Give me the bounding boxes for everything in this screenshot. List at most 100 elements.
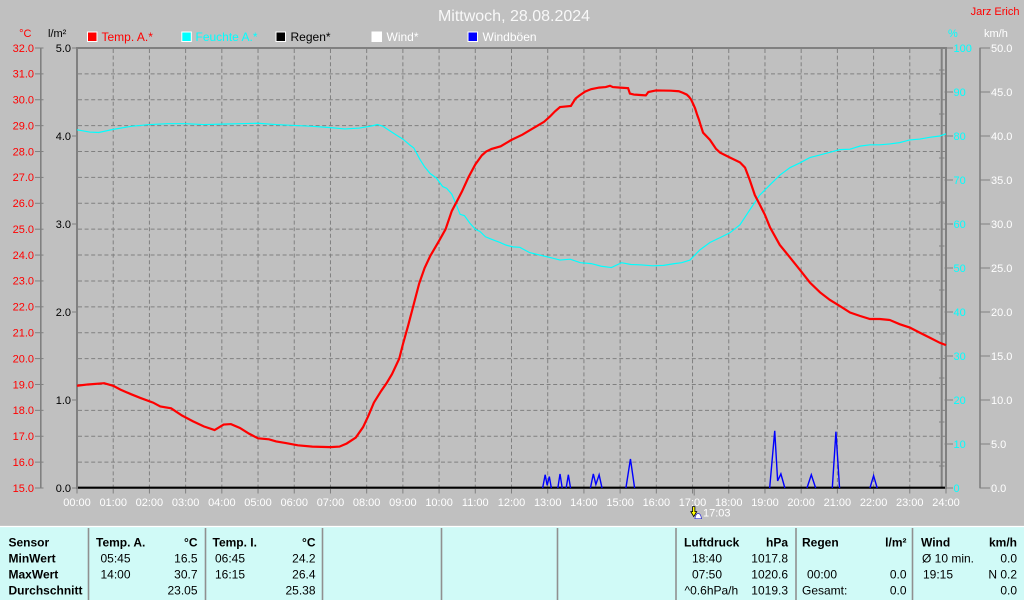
- svg-text:5.0: 5.0: [56, 43, 71, 55]
- svg-text:1019.3: 1019.3: [751, 583, 788, 597]
- svg-text:50: 50: [954, 263, 966, 275]
- svg-text:02:00: 02:00: [136, 497, 164, 509]
- svg-text:20.0: 20.0: [991, 307, 1012, 319]
- svg-text:23:00: 23:00: [896, 497, 924, 509]
- svg-text:17:00: 17:00: [679, 497, 707, 509]
- svg-text:0.0: 0.0: [56, 483, 71, 495]
- svg-text:90: 90: [954, 87, 966, 99]
- svg-text:Regen*: Regen*: [291, 30, 331, 44]
- svg-text:24:00: 24:00: [932, 497, 960, 509]
- svg-text:1020.6: 1020.6: [751, 567, 788, 581]
- svg-text:Temp. A.*: Temp. A.*: [102, 30, 154, 44]
- svg-text:40: 40: [954, 307, 966, 319]
- svg-text:28.0: 28.0: [13, 146, 34, 158]
- svg-text:26.4: 26.4: [292, 567, 316, 581]
- svg-text:23.05: 23.05: [167, 583, 197, 597]
- svg-text:km/h: km/h: [984, 28, 1008, 40]
- svg-text:N 0.2: N 0.2: [988, 567, 1017, 581]
- svg-text:km/h: km/h: [989, 535, 1017, 549]
- svg-text:0.0: 0.0: [890, 583, 907, 597]
- svg-text:5.0: 5.0: [991, 439, 1006, 451]
- svg-text:Jarz Erich: Jarz Erich: [971, 6, 1020, 18]
- svg-text:18:00: 18:00: [715, 497, 743, 509]
- svg-text:19:15: 19:15: [923, 567, 953, 581]
- svg-text:07:50: 07:50: [692, 567, 722, 581]
- svg-text:22:00: 22:00: [860, 497, 888, 509]
- svg-text:20.0: 20.0: [13, 353, 34, 365]
- svg-text:50.0: 50.0: [991, 43, 1012, 55]
- svg-text:21:00: 21:00: [824, 497, 852, 509]
- svg-text:^0.6hPa/h: ^0.6hPa/h: [685, 583, 739, 597]
- svg-text:00:00: 00:00: [807, 567, 837, 581]
- svg-text:18:40: 18:40: [692, 551, 722, 565]
- svg-text:16.0: 16.0: [13, 457, 34, 469]
- svg-text:Sensor: Sensor: [9, 535, 50, 549]
- svg-text:0.0: 0.0: [1000, 551, 1017, 565]
- svg-text:2.0: 2.0: [56, 307, 71, 319]
- svg-text:05:00: 05:00: [244, 497, 272, 509]
- svg-text:0.0: 0.0: [991, 483, 1006, 495]
- svg-text:Ø 10 min.: Ø 10 min.: [922, 551, 974, 565]
- svg-text:25.38: 25.38: [285, 583, 315, 597]
- svg-text:10.0: 10.0: [991, 395, 1012, 407]
- svg-text:Temp. A.: Temp. A.: [96, 535, 145, 549]
- svg-text:25.0: 25.0: [13, 224, 34, 236]
- svg-text:MinWert: MinWert: [9, 551, 56, 565]
- svg-text:30: 30: [954, 351, 966, 363]
- svg-text:09:00: 09:00: [389, 497, 417, 509]
- svg-text:°C: °C: [19, 28, 31, 40]
- svg-text:0.0: 0.0: [1000, 583, 1017, 597]
- svg-text:13:00: 13:00: [534, 497, 562, 509]
- svg-text:14:00: 14:00: [570, 497, 598, 509]
- svg-text:16:15: 16:15: [215, 567, 245, 581]
- svg-text:Wind: Wind: [921, 535, 950, 549]
- svg-text:20:00: 20:00: [787, 497, 815, 509]
- svg-text:05:45: 05:45: [101, 551, 131, 565]
- svg-text:Temp. I.: Temp. I.: [213, 535, 257, 549]
- svg-text:10:00: 10:00: [425, 497, 453, 509]
- svg-text:Luftdruck: Luftdruck: [684, 535, 740, 549]
- svg-text:4.0: 4.0: [56, 131, 71, 143]
- svg-text:23.0: 23.0: [13, 276, 34, 288]
- svg-text:06:00: 06:00: [280, 497, 308, 509]
- svg-text:hPa: hPa: [766, 535, 788, 549]
- svg-text:31.0: 31.0: [13, 69, 34, 81]
- svg-text:15.0: 15.0: [991, 351, 1012, 363]
- svg-text:45.0: 45.0: [991, 87, 1012, 99]
- svg-text:3.0: 3.0: [56, 219, 71, 231]
- svg-text:Feuchte A.*: Feuchte A.*: [196, 30, 258, 44]
- svg-text:16.5: 16.5: [174, 551, 198, 565]
- svg-text:08:00: 08:00: [353, 497, 381, 509]
- svg-text:17.0: 17.0: [13, 431, 34, 443]
- svg-text:l/m²: l/m²: [885, 535, 906, 549]
- svg-text:0.0: 0.0: [890, 567, 907, 581]
- svg-text:20: 20: [954, 395, 966, 407]
- svg-text:Wind*: Wind*: [387, 30, 419, 44]
- svg-text:35.0: 35.0: [991, 175, 1012, 187]
- svg-text:32.0: 32.0: [13, 43, 34, 55]
- svg-text:15:00: 15:00: [606, 497, 634, 509]
- svg-text:30.0: 30.0: [13, 95, 34, 107]
- svg-text:60: 60: [954, 219, 966, 231]
- svg-text:29.0: 29.0: [13, 120, 34, 132]
- svg-text:19.0: 19.0: [13, 379, 34, 391]
- svg-text:Durchschnitt: Durchschnitt: [9, 583, 83, 597]
- svg-text:80: 80: [954, 131, 966, 143]
- svg-text:%: %: [948, 28, 958, 40]
- svg-text:06:45: 06:45: [215, 551, 245, 565]
- svg-text:Windböen: Windböen: [483, 30, 537, 44]
- svg-text:70: 70: [954, 175, 966, 187]
- svg-text:Mittwoch, 28.08.2024: Mittwoch, 28.08.2024: [438, 8, 590, 25]
- svg-text:15.0: 15.0: [13, 483, 34, 495]
- svg-text:30.0: 30.0: [991, 219, 1012, 231]
- svg-text:19:00: 19:00: [751, 497, 779, 509]
- svg-text:25.0: 25.0: [991, 263, 1012, 275]
- svg-text:24.2: 24.2: [292, 551, 316, 565]
- svg-text:27.0: 27.0: [13, 172, 34, 184]
- svg-text:03:00: 03:00: [172, 497, 200, 509]
- svg-text:17:03: 17:03: [703, 508, 731, 520]
- svg-text:1.0: 1.0: [56, 395, 71, 407]
- svg-text:12:00: 12:00: [498, 497, 526, 509]
- svg-text:°C: °C: [184, 535, 198, 549]
- svg-text:30.7: 30.7: [174, 567, 198, 581]
